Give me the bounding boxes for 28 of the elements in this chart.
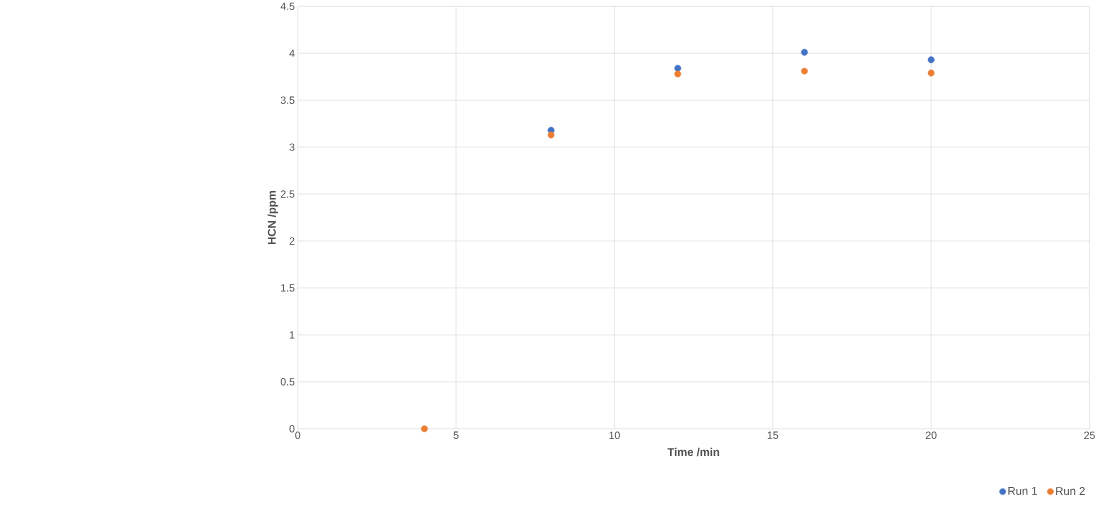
y-tick-label: 4.5 — [280, 2, 295, 11]
point — [927, 69, 935, 77]
x-axis-title: Time /min — [667, 447, 720, 457]
x-tick-label: 0 — [295, 431, 301, 440]
y-tick-label: 3.5 — [280, 96, 295, 105]
x-tick-label: 25 — [1084, 431, 1095, 440]
y-axis-title: HCN /ppm — [267, 191, 279, 245]
y-tick-label: 3 — [289, 143, 295, 152]
point — [801, 67, 808, 75]
y-tick-label: 0 — [289, 425, 295, 433]
x-tick-label: 15 — [767, 431, 779, 440]
x-tick-label: 5 — [453, 431, 459, 440]
point — [547, 131, 555, 139]
legend-label: Run 1 — [1008, 487, 1037, 496]
y-tick-label: 0.5 — [280, 378, 295, 386]
point — [674, 65, 682, 72]
point — [927, 56, 935, 64]
point — [674, 70, 682, 78]
y-tick-label: 1 — [289, 331, 295, 339]
legend-label: Run 2 — [1056, 487, 1085, 496]
y-tick-label: 2 — [289, 237, 295, 245]
y-tick-label: 1.5 — [281, 284, 295, 292]
x-tick-label: 10 — [609, 431, 620, 440]
x-tick-label: 20 — [925, 431, 937, 440]
y-tick-label: 2.5 — [280, 190, 295, 198]
point — [801, 49, 808, 56]
y-tick-label: 4 — [289, 49, 295, 58]
point — [421, 425, 428, 433]
